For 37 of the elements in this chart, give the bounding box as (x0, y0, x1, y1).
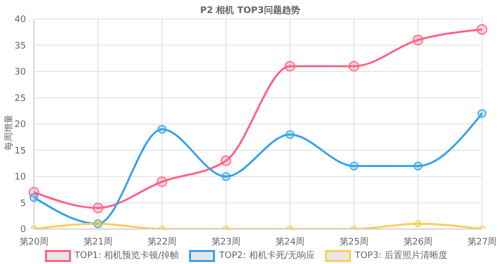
y-tick-label: 5 (20, 198, 26, 209)
x-tick-label: 第20周 (19, 236, 49, 248)
point (478, 109, 486, 118)
point (476, 24, 488, 35)
x-tick-label: 第22周 (147, 236, 177, 248)
point (286, 130, 294, 139)
point (220, 155, 232, 166)
point (156, 176, 168, 188)
x-tick-label: 第23周 (211, 236, 241, 248)
legend-label: TOP3: 后置照片清晰度 (354, 250, 448, 262)
point (348, 60, 360, 72)
point (158, 124, 166, 134)
y-tick-label: 0 (20, 225, 26, 236)
x-tick-label: 第24周 (275, 236, 305, 248)
y-tick-label: 15 (14, 146, 26, 156)
y-tick-label: 20 (14, 120, 26, 130)
y-tick-label: 40 (14, 15, 26, 26)
point (414, 162, 422, 170)
y-tick-label: 35 (14, 41, 26, 52)
y-tick-label: 30 (14, 68, 26, 78)
y-axis-title: 每周增量 (3, 114, 15, 150)
point (284, 60, 296, 72)
point (222, 172, 230, 181)
chart-title: P2 相机 TOP3问题趋势 (199, 4, 301, 17)
x-tick-label: 第26周 (403, 236, 433, 248)
point (412, 34, 424, 46)
point (350, 162, 358, 170)
y-tick-label: 25 (14, 94, 26, 104)
point (30, 193, 38, 202)
x-tick-label: 第25周 (339, 236, 369, 248)
legend-label: TOP1: 相机预览卡顿/掉帧 (74, 250, 180, 262)
point (92, 202, 104, 214)
x-tick-label: 第21周 (83, 236, 113, 248)
y-tick-label: 10 (14, 172, 26, 183)
point (414, 220, 422, 228)
x-tick-label: 第27周 (467, 236, 497, 248)
legend-label: TOP2: 相机卡死/无响应 (219, 250, 315, 262)
